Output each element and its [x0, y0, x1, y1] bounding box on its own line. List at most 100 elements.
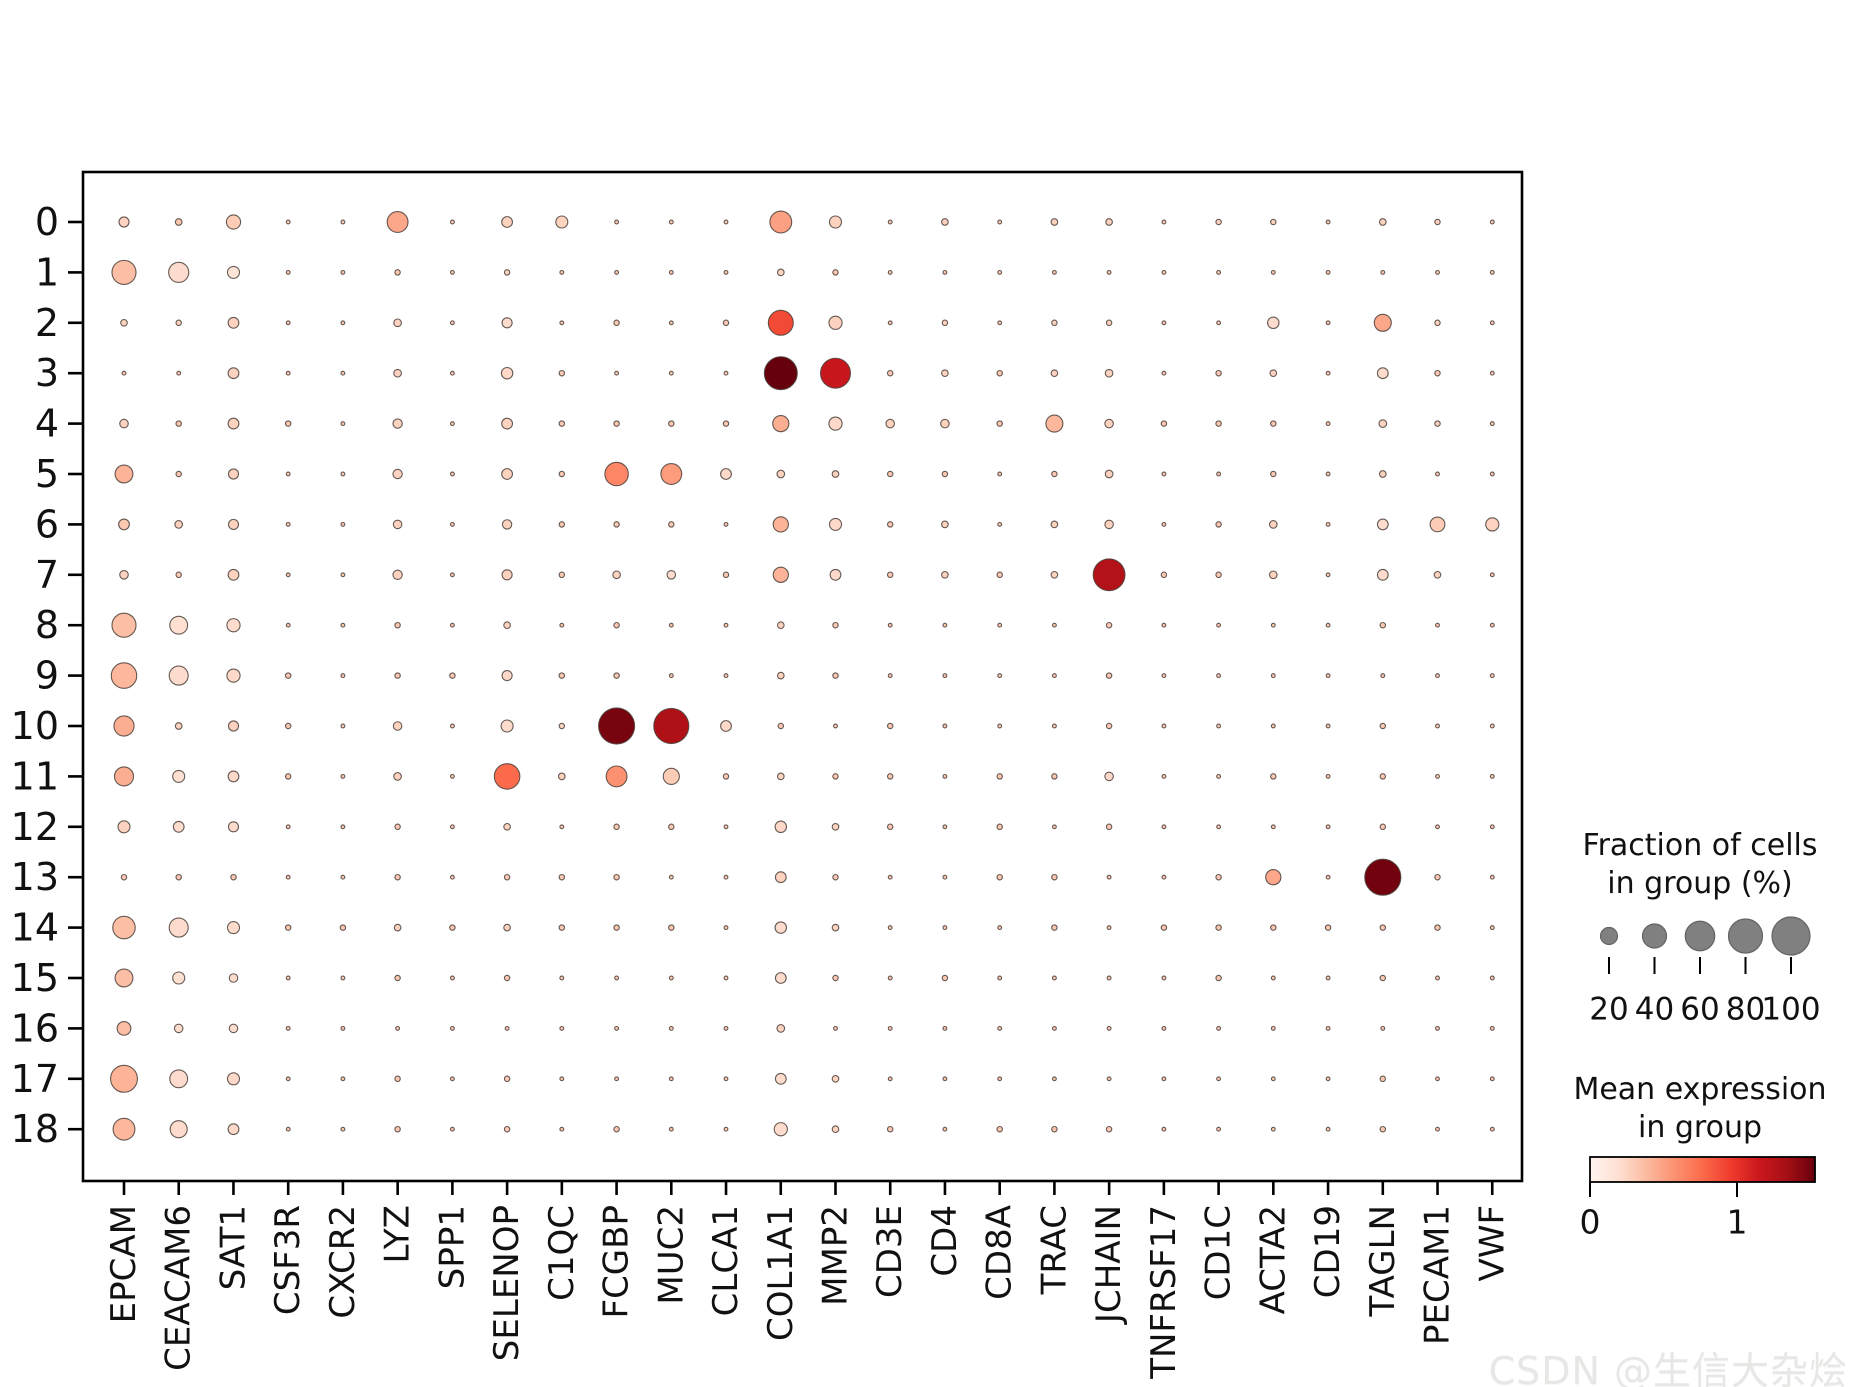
dot-LYZ-cluster17 — [394, 1075, 401, 1083]
x-tick-label-TNFRSF17: TNFRSF17 — [1144, 1205, 1184, 1380]
dot-CD1C-cluster4 — [1215, 420, 1222, 427]
colorbar-label-0: 0 — [1580, 1203, 1601, 1242]
dot-CD1C-cluster5 — [1216, 471, 1222, 477]
y-tick-label-13: 13 — [11, 855, 59, 899]
x-tick-label-JCHAIN: JCHAIN — [1089, 1205, 1129, 1325]
dot-TAGLN-cluster1 — [1380, 269, 1386, 275]
dot-MMP2-cluster18 — [831, 1125, 840, 1134]
dot-JCHAIN-cluster5 — [1104, 469, 1114, 479]
dot-CXCR2-cluster10 — [340, 723, 346, 729]
dot-LYZ-cluster13 — [394, 873, 401, 881]
dot-FCGBP-cluster10 — [598, 707, 636, 745]
dot-FCGBP-cluster11 — [605, 765, 628, 788]
dot-TAGLN-cluster17 — [1379, 1075, 1387, 1083]
dot-SAT1-cluster14 — [226, 921, 241, 935]
dot-TAGLN-cluster16 — [1380, 1025, 1386, 1031]
dot-SPP1-cluster13 — [449, 874, 455, 880]
dot-MUC2-cluster18 — [668, 1126, 674, 1132]
dot-CD8A-cluster12 — [996, 823, 1003, 831]
dot-VWF-cluster9 — [1489, 673, 1495, 679]
dot-CXCR2-cluster3 — [340, 370, 346, 376]
dot-TAGLN-cluster10 — [1379, 722, 1387, 730]
dot-PECAM1-cluster18 — [1435, 1126, 1440, 1132]
dot-CLCA1-cluster11 — [722, 773, 730, 780]
dot-COL1A1-cluster8 — [776, 621, 785, 630]
x-tick-label-SAT1: SAT1 — [213, 1205, 253, 1290]
dot-CD19-cluster3 — [1325, 370, 1331, 376]
dot-C1QC-cluster18 — [559, 1126, 565, 1132]
dot-TAGLN-cluster18 — [1379, 1125, 1387, 1133]
dot-TRAC-cluster1 — [1051, 269, 1057, 275]
dot-CLCA1-cluster18 — [723, 1126, 729, 1132]
dot-CLCA1-cluster1 — [723, 269, 729, 275]
dot-CD1C-cluster16 — [1216, 1025, 1222, 1031]
dot-SELENOP-cluster6 — [501, 519, 513, 530]
dot-CD8A-cluster16 — [997, 1025, 1003, 1031]
dot-FCGBP-cluster6 — [613, 521, 620, 528]
dot-LYZ-cluster14 — [393, 923, 402, 932]
dot-CD8A-cluster7 — [996, 571, 1003, 579]
dot-CEACAM6-cluster16 — [173, 1023, 184, 1034]
dot-VWF-cluster14 — [1489, 925, 1495, 931]
dot-CLCA1-cluster2 — [722, 319, 730, 327]
dot-SELENOP-cluster2 — [501, 317, 513, 329]
dot-SAT1-cluster15 — [228, 973, 239, 983]
x-tick-label-FCGBP: FCGBP — [597, 1205, 637, 1318]
dot-CD8A-cluster11 — [996, 773, 1003, 780]
dot-FCGBP-cluster15 — [614, 975, 620, 981]
dot-CD1C-cluster11 — [1216, 773, 1222, 779]
y-tick-label-7: 7 — [35, 553, 59, 597]
x-tick-label-CD8A: CD8A — [980, 1205, 1020, 1300]
dot-MMP2-cluster6 — [828, 517, 843, 531]
dot-CD8A-cluster8 — [997, 622, 1003, 628]
y-tick-label-12: 12 — [11, 805, 59, 849]
dot-C1QC-cluster12 — [559, 824, 565, 830]
dot-PECAM1-cluster17 — [1435, 1076, 1440, 1082]
dot-JCHAIN-cluster13 — [1106, 874, 1112, 880]
size-legend-label-80: 80 — [1726, 991, 1765, 1027]
dot-TNFRSF17-cluster5 — [1161, 471, 1167, 477]
dot-MMP2-cluster16 — [833, 1025, 838, 1031]
dot-C1QC-cluster4 — [558, 420, 566, 427]
dot-CEACAM6-cluster6 — [174, 520, 184, 529]
dot-CD3E-cluster17 — [887, 1076, 893, 1082]
dot-TRAC-cluster14 — [1051, 924, 1058, 931]
dot-SAT1-cluster12 — [227, 821, 240, 833]
dot-TAGLN-cluster4 — [1378, 419, 1388, 428]
dot-TRAC-cluster15 — [1051, 975, 1057, 981]
dot-CD3E-cluster7 — [886, 571, 894, 579]
dot-SAT1-cluster6 — [227, 518, 240, 530]
y-tick-label-5: 5 — [35, 452, 59, 496]
dot-JCHAIN-cluster8 — [1105, 621, 1113, 629]
dot-CD4-cluster11 — [942, 773, 948, 779]
y-tick-label-0: 0 — [35, 200, 59, 244]
dot-CD19-cluster0 — [1325, 219, 1331, 225]
dot-CD3E-cluster3 — [886, 369, 894, 377]
dot-MUC2-cluster1 — [668, 269, 674, 275]
watermark: CSDN @生信大杂烩 — [1488, 1349, 1848, 1387]
dot-MUC2-cluster0 — [668, 219, 674, 225]
color-legend-title: in group — [1638, 1110, 1762, 1145]
dot-C1QC-cluster10 — [558, 722, 566, 730]
dot-VWF-cluster3 — [1489, 370, 1495, 376]
dot-MMP2-cluster15 — [832, 974, 839, 982]
dot-EPCAM-cluster4 — [119, 418, 129, 429]
x-tick-label-CXCR2: CXCR2 — [323, 1205, 363, 1319]
dot-C1QC-cluster3 — [558, 369, 566, 377]
dot-ACTA2-cluster13 — [1265, 869, 1282, 886]
dot-FCGBP-cluster12 — [613, 823, 620, 831]
dot-VWF-cluster10 — [1489, 723, 1495, 729]
dot-COL1A1-cluster13 — [774, 871, 787, 884]
dot-SELENOP-cluster18 — [503, 1125, 511, 1133]
dot-SELENOP-cluster16 — [504, 1025, 510, 1031]
dot-CD19-cluster8 — [1325, 622, 1331, 628]
x-tick-label-MUC2: MUC2 — [651, 1205, 691, 1305]
dot-EPCAM-cluster0 — [118, 216, 130, 228]
dot-CXCR2-cluster6 — [340, 521, 346, 527]
dot-CXCR2-cluster14 — [339, 924, 347, 931]
dot-CSF3R-cluster14 — [284, 924, 292, 931]
dot-CLCA1-cluster13 — [723, 874, 729, 880]
dot-JCHAIN-cluster2 — [1105, 319, 1113, 327]
dot-CD19-cluster12 — [1325, 824, 1331, 830]
